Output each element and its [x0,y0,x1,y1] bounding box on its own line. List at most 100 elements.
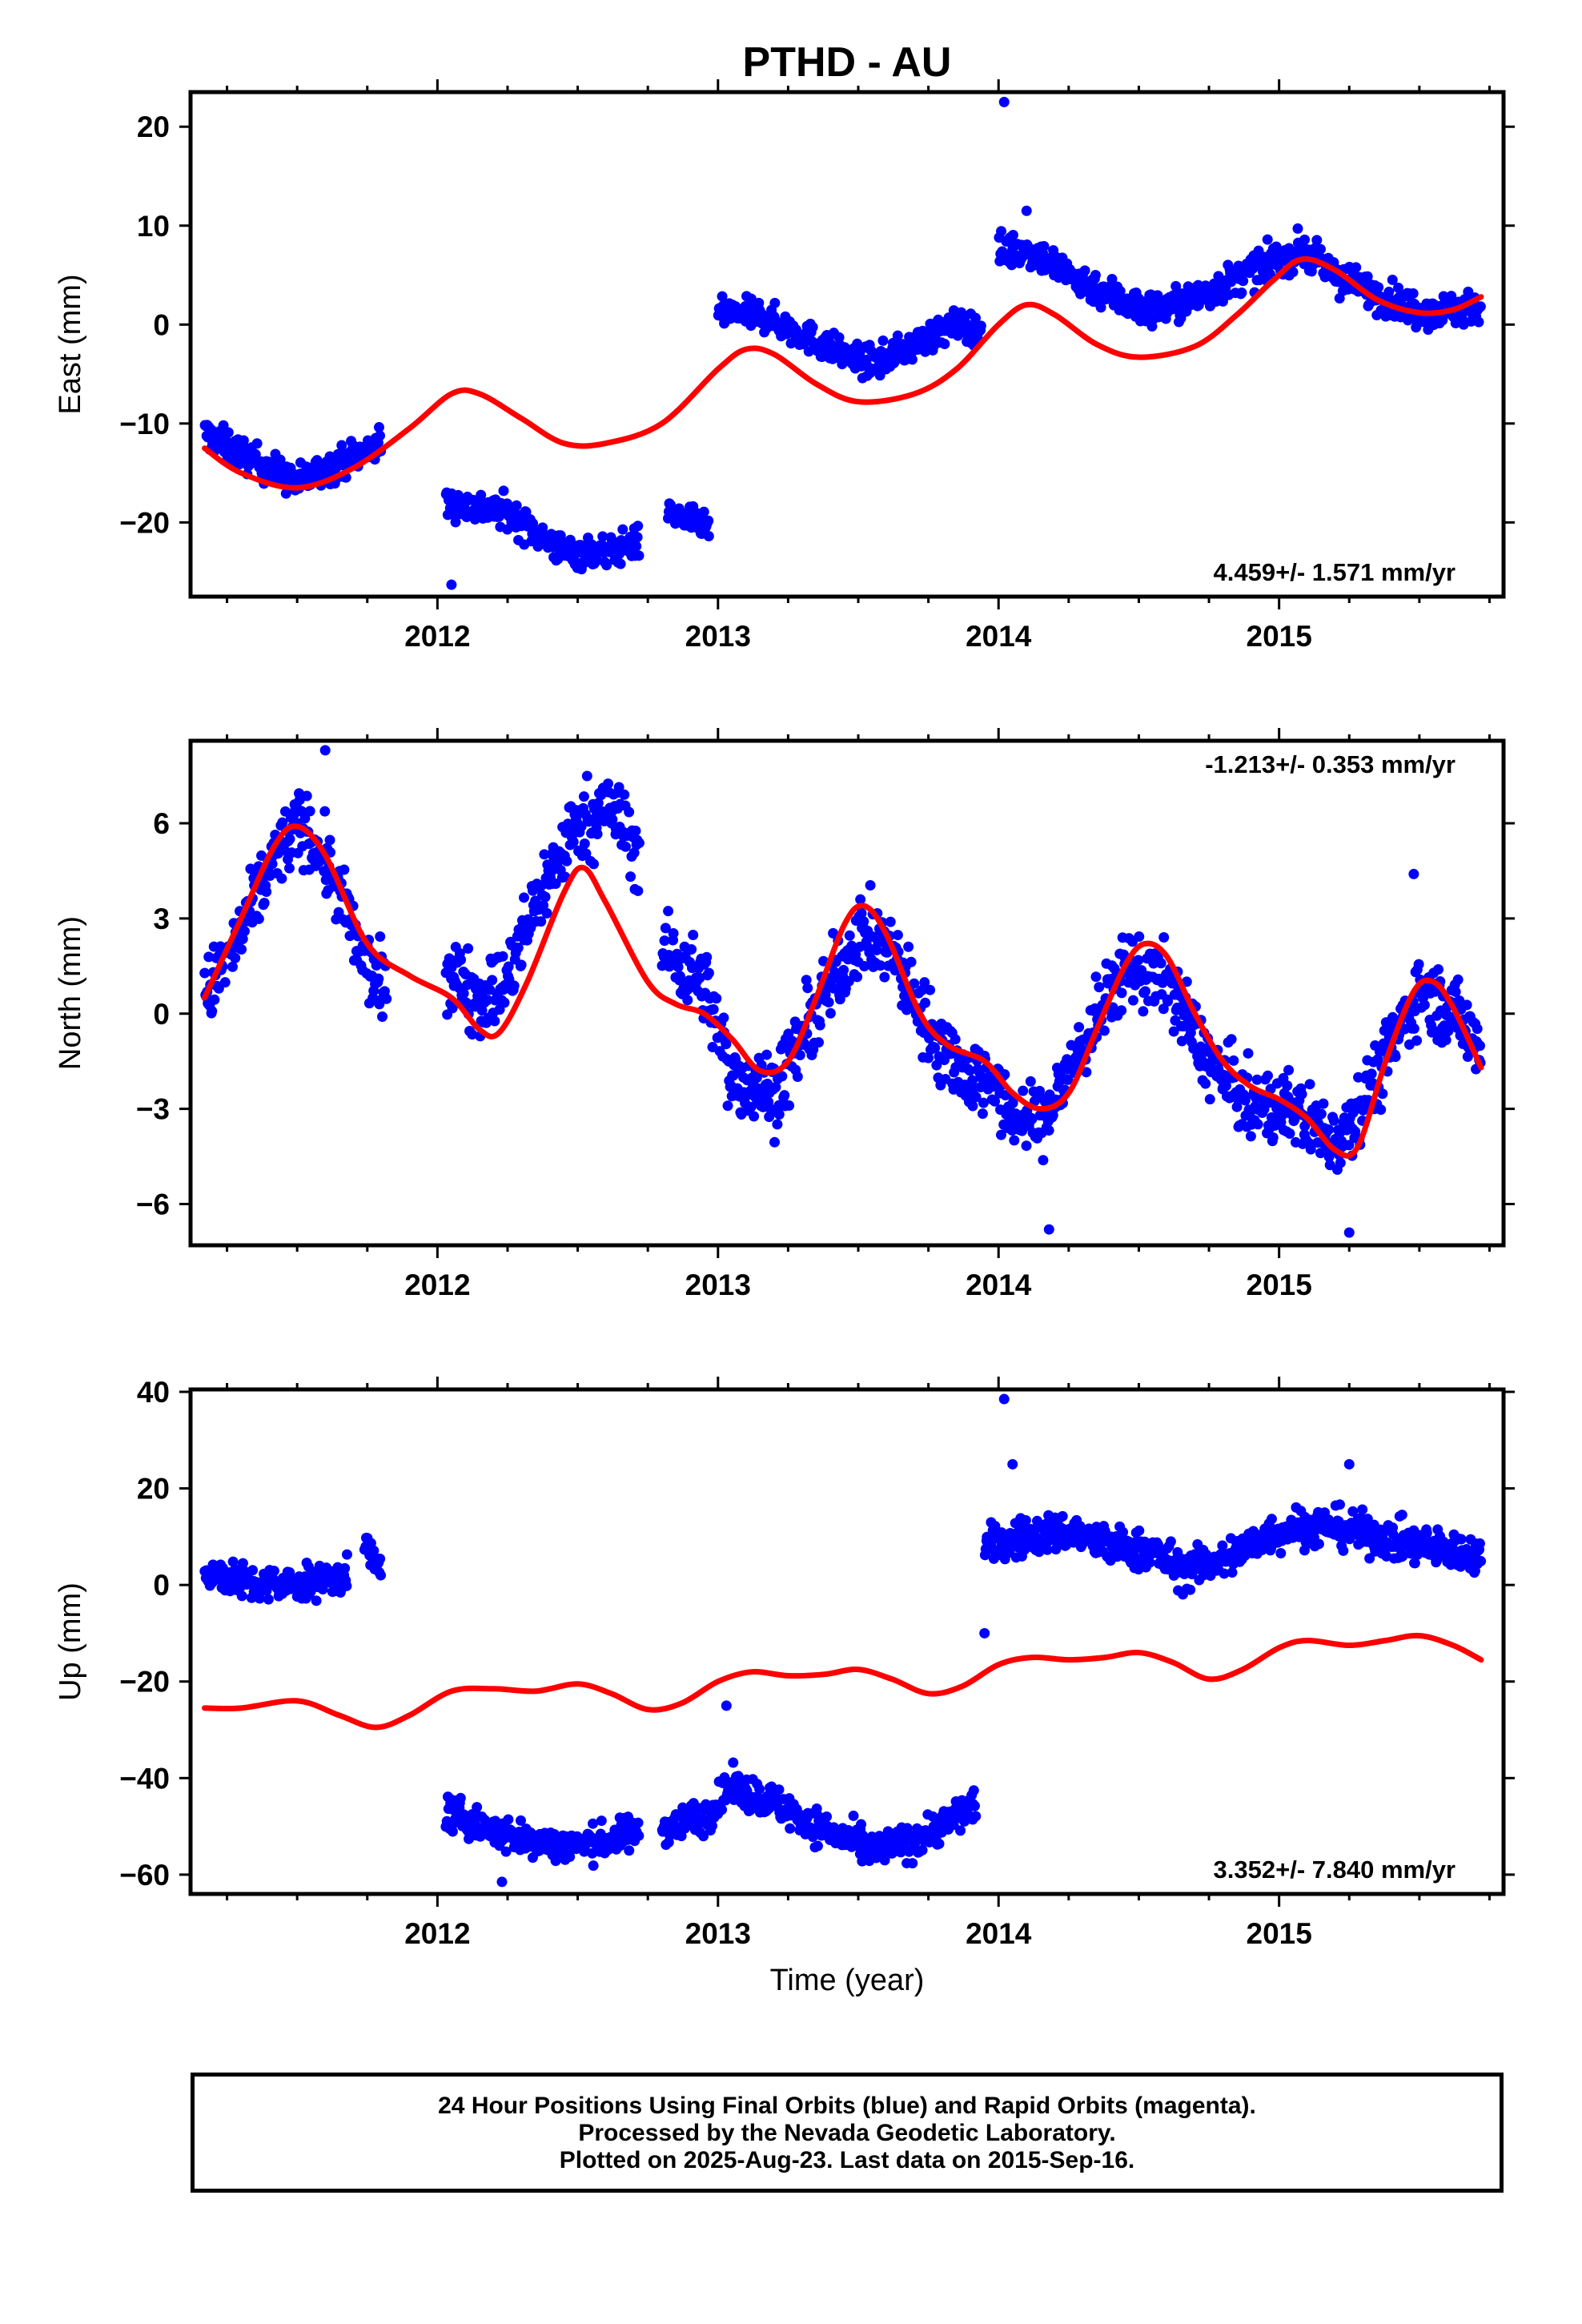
data-point [467,1029,478,1040]
data-point [1396,1510,1407,1521]
data-point [341,1580,352,1591]
data-point [728,1757,739,1768]
data-point [375,1553,386,1564]
footer-line-2: Processed by the Nevada Geodetic Laborat… [578,2120,1116,2146]
x-tick-label: 2015 [1247,1917,1312,1950]
data-point [722,1100,733,1112]
data-point [970,1811,982,1822]
data-point [1155,958,1166,969]
data-point [1144,1557,1155,1568]
data-point [811,1803,822,1814]
data-point [463,943,474,954]
data-point [1138,1006,1149,1017]
data-point [1311,235,1323,246]
data-point [500,1846,512,1857]
data-point [1075,288,1086,300]
data-point [903,941,914,952]
data-point [633,550,644,561]
data-point [536,916,547,927]
data-point [496,1876,508,1888]
data-point [209,994,220,1005]
data-point [607,814,618,825]
data-point [784,1100,795,1112]
data-point [1409,1558,1420,1569]
data-point [996,226,1007,237]
data-point [821,1811,833,1823]
data-point [1090,971,1102,983]
data-point [624,1845,635,1856]
data-point [446,579,457,590]
data-point [561,855,572,866]
plot-area [199,96,1486,590]
data-point [955,1825,966,1836]
data-point [1220,1080,1231,1092]
data-point [1243,1047,1254,1059]
data-point [907,1858,918,1869]
y-tick-label: 20 [137,111,170,143]
data-point [251,438,263,449]
data-point [1238,275,1249,287]
x-tick-label: 2012 [404,1269,470,1301]
data-point [1227,1567,1238,1578]
data-point [374,430,385,441]
data-point [1456,1534,1467,1545]
data-point [1267,1132,1279,1144]
data-point [580,848,592,859]
data-point [1292,223,1303,234]
data-point [375,1570,387,1581]
data-point [749,1111,760,1122]
data-point [838,964,849,975]
data-point [970,1092,982,1103]
data-point [301,790,312,802]
data-point [1094,982,1105,993]
data-point [1357,1504,1368,1515]
data-point [1299,234,1311,245]
data-point [253,913,264,924]
data-point [615,558,626,569]
data-point [1450,986,1461,997]
y-tick-label: −6 [136,1188,170,1220]
data-point [1275,1548,1287,1559]
data-point [1133,955,1144,966]
x-tick-label: 2013 [685,1917,751,1950]
data-point [1042,1544,1053,1555]
data-point [1390,1051,1401,1063]
data-point [377,1011,388,1023]
data-point [1383,286,1395,297]
data-point [785,1823,796,1834]
y-axis-label: Up (mm) [54,1582,87,1701]
y-tick-label: −20 [119,1666,170,1699]
data-point [1239,1095,1251,1106]
data-point [456,955,467,966]
data-point [476,1005,488,1016]
data-point [1200,1078,1211,1089]
data-point [858,916,869,927]
data-point [237,1558,248,1569]
data-point [703,531,714,542]
data-point [802,983,813,994]
data-point [375,931,386,942]
data-point [1098,1025,1110,1036]
data-point [568,836,579,847]
data-point [1472,1023,1483,1035]
data-point [311,455,323,466]
data-point [1107,1002,1118,1013]
data-point [1245,1131,1256,1142]
data-point [848,1810,859,1821]
data-point [1315,243,1326,255]
data-point [1328,1115,1339,1126]
data-point [905,956,917,967]
data-point [1282,1080,1293,1092]
data-point [499,997,510,1008]
y-axis-label: North (mm) [54,916,87,1070]
data-point [512,943,524,954]
data-point [1185,1584,1196,1595]
data-point [1264,1097,1275,1108]
data-point [777,1071,788,1082]
data-point [339,1562,351,1574]
data-point [339,864,350,875]
data-point [673,962,684,973]
data-point [877,335,889,346]
data-point [199,967,211,979]
